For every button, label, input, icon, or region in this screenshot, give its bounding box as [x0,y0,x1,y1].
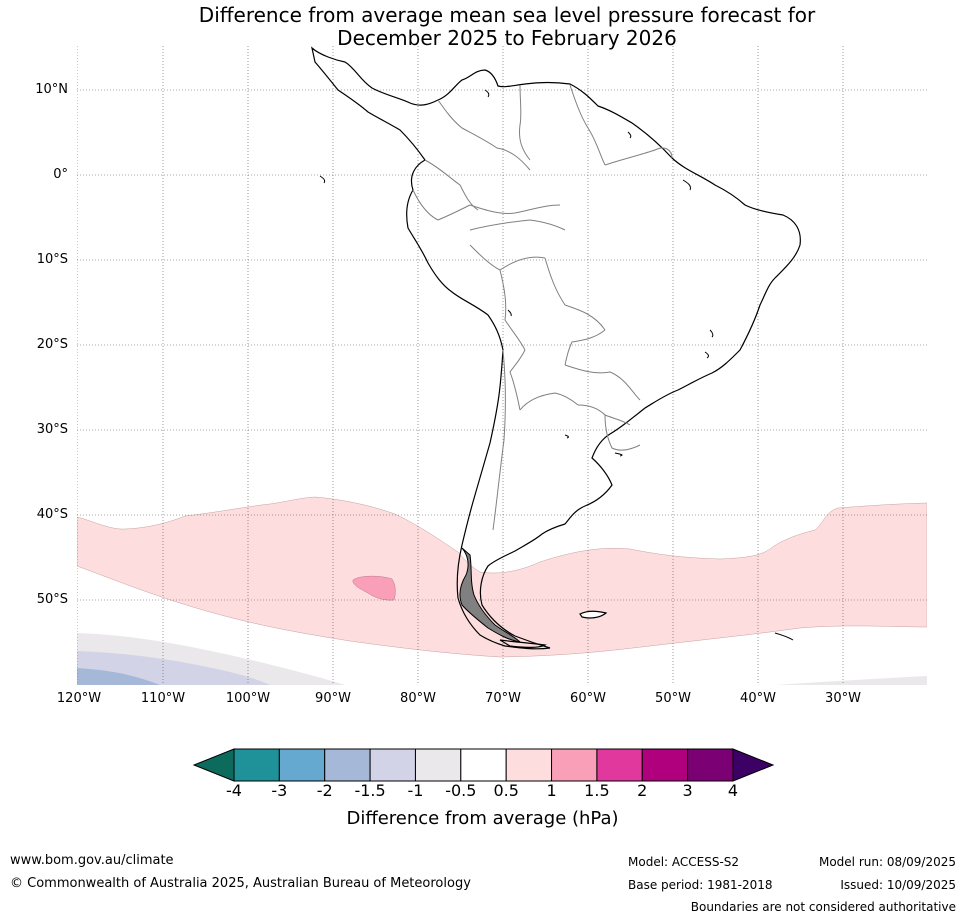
lon-label-90w: 90°W [315,691,351,706]
colorbar-tick-label: 1.5 [584,781,610,800]
model-text: Model: ACCESS-S2 [628,855,740,869]
chile-fjords [459,547,522,643]
lon-label-80w: 80°W [400,691,436,706]
colorbar-tick-label: -3 [271,781,288,800]
lon-label-30w: 30°W [825,691,861,706]
issued-text: Issued: 10/09/2025 [840,878,956,892]
gridlines [77,46,927,685]
south-georgia [774,632,794,641]
lat-label-50s: 50°S [36,592,68,607]
colorbar-bin [278,748,326,782]
colorbar-tick-label: -2 [316,781,333,800]
lat-label-30s: 30°S [36,422,68,437]
colorbar-bin [641,748,689,782]
disclaimer-text: Boundaries are not considered authoritat… [690,900,956,914]
lon-label-110w: 110°W [140,691,186,706]
colorbar [192,748,775,782]
base-period-text: Base period: 1981-2018 [628,878,773,892]
country-borders [412,84,673,531]
colorbar-bin [596,748,643,782]
anomaly-neg-1-5-region [77,668,160,685]
south-america-coastline [311,46,801,650]
map-area [77,46,927,685]
lon-label-60w: 60°W [570,691,606,706]
colorbar-tick-label: -0.5 [445,781,477,800]
lat-label-10s: 10°S [36,252,68,267]
anomaly-pos-1-region [352,575,396,601]
tierra-del-fuego [499,639,547,648]
lon-label-40w: 40°W [740,691,776,706]
colorbar-tick-label: -4 [226,781,242,800]
lat-label-0: 0° [53,167,68,182]
lat-label-40s: 40°S [36,507,68,522]
lat-label-20s: 20°S [36,337,68,352]
colorbar-bin [687,748,734,782]
lat-label-10n: 10°N [35,82,68,97]
lon-label-100w: 100°W [225,691,271,706]
colorbar-tick-label: 3 [682,781,693,800]
colorbar-title: Difference from average (hPa) [346,808,619,829]
lon-label-50w: 50°W [655,691,691,706]
model-run-text: Model run: 08/09/2025 [818,855,956,869]
colorbar-tick-label: -1 [407,781,424,800]
colorbar-bin [414,748,462,782]
lon-label-70w: 70°W [485,691,521,706]
colorbar-tick-label: -1.5 [354,781,386,800]
copyright-text: © Commonwealth of Australia 2025, Austra… [10,876,471,891]
colorbar-bin [505,748,553,782]
lakes-islands [319,89,714,457]
anomaly-neg-0-5-region-east [775,676,927,685]
colorbar-bin [551,748,598,782]
title-line-2: December 2025 to February 2026 [337,26,677,50]
colorbar-extend-low [192,748,235,782]
falkland-islands [579,610,608,619]
chart-title: Difference from average mean sea level p… [0,4,965,50]
colorbar-tick-label: 4 [727,781,739,800]
colorbar-tick-label: 1 [546,781,557,800]
colorbar-bin [460,748,507,782]
title-line-1: Difference from average mean sea level p… [198,3,816,27]
website-link[interactable]: www.bom.gov.au/climate [10,853,174,868]
lon-label-120w: 120°W [56,691,102,706]
colorbar-tick-label: 0.5 [493,781,519,800]
anomaly-pos-0-5-band [77,496,927,658]
colorbar-extend-high [732,748,775,782]
colorbar-tick-label: 2 [637,781,648,800]
colorbar-bin [369,748,416,782]
colorbar-bin [233,748,280,782]
colorbar-bin [324,748,371,782]
